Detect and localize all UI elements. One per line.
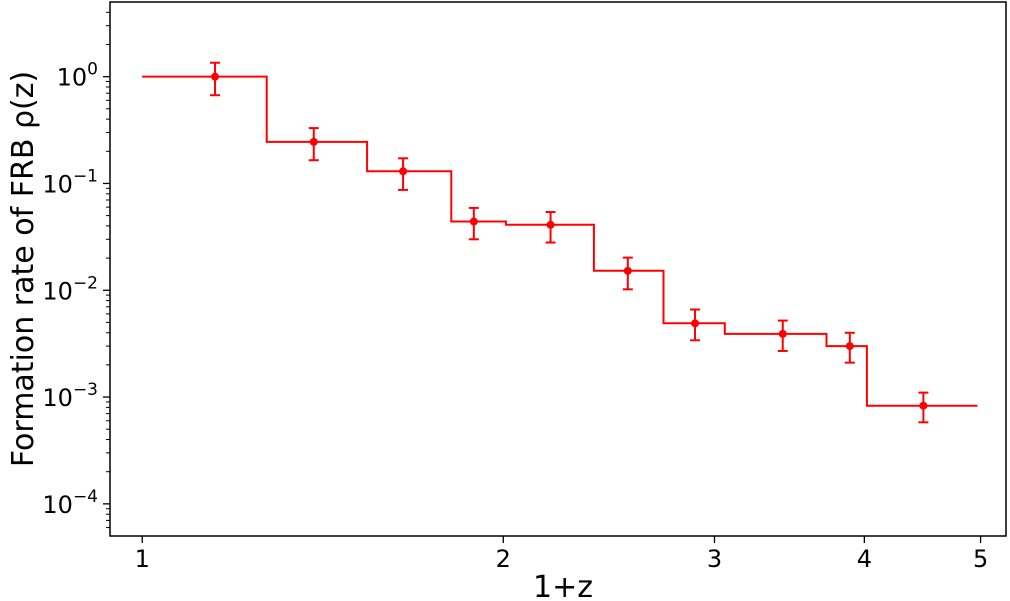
- data-point: [399, 167, 408, 176]
- data-point: [309, 137, 318, 146]
- data-point: [623, 266, 632, 275]
- data-point: [469, 217, 478, 226]
- y-axis-label: Formation rate of FRB ρ(z): [6, 71, 41, 467]
- y-tick-label: 10−1: [42, 166, 98, 198]
- data-point: [691, 319, 700, 328]
- y-tick-label: 10−3: [42, 380, 98, 412]
- tick-marks: [103, 11, 982, 543]
- x-tick-label: 1: [135, 545, 150, 573]
- data-point: [546, 220, 555, 229]
- data-point: [211, 72, 220, 81]
- x-tick-label: 5: [973, 545, 988, 573]
- data-series: [142, 61, 978, 424]
- x-tick-label: 4: [857, 545, 872, 573]
- step-line: [142, 75, 978, 407]
- x-tick-label: 3: [707, 545, 722, 573]
- data-point: [778, 329, 787, 338]
- x-tick-label: 2: [496, 545, 511, 573]
- tick-labels: 1 2 3 4 5 100 10−1 10−2 10−3 10−4: [42, 60, 988, 573]
- y-tick-label: 10−4: [42, 487, 98, 519]
- y-tick-label: 10−2: [42, 273, 98, 305]
- x-axis-label: 1+z: [533, 570, 593, 601]
- data-point: [845, 342, 854, 351]
- plot-frame: [109, 1, 1007, 537]
- y-tick-label: 100: [57, 60, 98, 92]
- data-point: [919, 401, 928, 410]
